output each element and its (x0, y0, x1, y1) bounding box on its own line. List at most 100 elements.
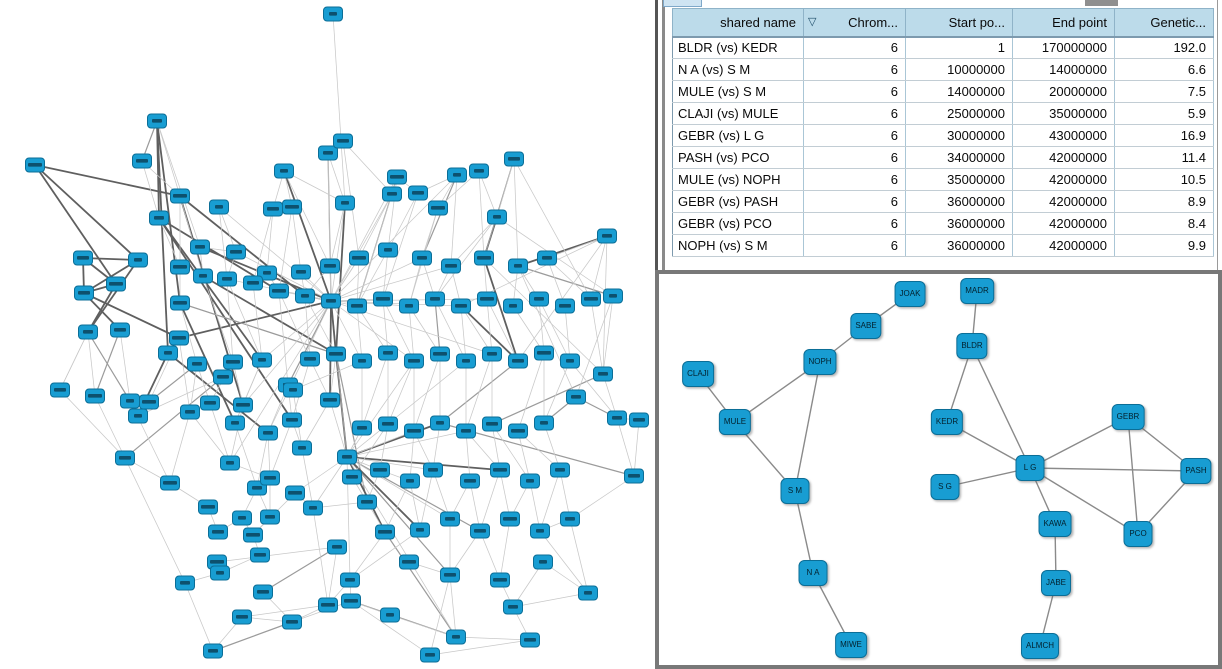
cell-value[interactable]: 6 (803, 212, 906, 235)
network-node[interactable] (282, 412, 302, 428)
node-MADR[interactable]: MADR (960, 278, 994, 304)
cell-value[interactable]: 14000000 (1012, 58, 1115, 81)
network-node[interactable] (321, 293, 341, 309)
cell-value[interactable]: 6 (803, 80, 906, 103)
network-node[interactable] (347, 298, 367, 314)
network-node[interactable] (378, 242, 398, 258)
network-node[interactable] (380, 607, 400, 623)
cell-value[interactable]: 43000000 (1012, 124, 1115, 147)
network-node[interactable] (263, 201, 283, 217)
network-node[interactable] (170, 295, 190, 311)
network-node[interactable] (187, 356, 207, 372)
network-node[interactable] (349, 250, 369, 266)
network-node[interactable] (482, 346, 502, 362)
network-node[interactable] (487, 209, 507, 225)
cell-shared-name[interactable]: MULE (vs) NOPH (672, 168, 804, 191)
node-L-G[interactable]: L G (1015, 455, 1045, 481)
cell-shared-name[interactable]: CLAJI (vs) MULE (672, 102, 804, 125)
network-node[interactable] (581, 291, 601, 307)
network-node[interactable] (210, 565, 230, 581)
network-node[interactable] (508, 423, 528, 439)
network-node[interactable] (490, 572, 510, 588)
filter-funnel-icon[interactable]: ▽ (808, 15, 817, 28)
network-node[interactable] (399, 554, 419, 570)
network-node[interactable] (428, 200, 448, 216)
table-row[interactable]: N A (vs) S M 6 10000000 14000000 6.6 (672, 58, 1214, 81)
node-N-A[interactable]: N A (798, 560, 828, 586)
network-node[interactable] (320, 392, 340, 408)
network-node[interactable] (303, 500, 323, 516)
cell-value[interactable]: 6 (803, 36, 906, 59)
network-node[interactable] (232, 609, 252, 625)
node-SABE[interactable]: SABE (850, 313, 882, 339)
network-node[interactable] (352, 353, 372, 369)
table-row[interactable]: PASH (vs) PCO 6 34000000 42000000 11.4 (672, 146, 1214, 169)
network-node[interactable] (370, 462, 390, 478)
subnetwork-panel[interactable]: JOAK MADR SABE NOPH BLDR CLAJI MULE KEDR GEBR L G… (655, 270, 1222, 669)
cell-value[interactable]: 42000000 (1012, 168, 1115, 191)
cell-value[interactable]: 20000000 (1012, 80, 1115, 103)
network-node[interactable] (508, 258, 528, 274)
network-node[interactable] (469, 163, 489, 179)
cell-value[interactable]: 42000000 (1012, 234, 1115, 257)
network-node[interactable] (597, 228, 617, 244)
node-PCO[interactable]: PCO (1123, 521, 1153, 547)
network-node[interactable] (25, 157, 45, 173)
column-header-2[interactable]: Start po... (905, 8, 1013, 38)
cell-value[interactable]: 6 (803, 102, 906, 125)
network-node[interactable] (180, 404, 200, 420)
network-node[interactable] (378, 416, 398, 432)
network-node[interactable] (333, 133, 353, 149)
cell-value[interactable]: 42000000 (1012, 212, 1115, 235)
network-node[interactable] (243, 527, 263, 543)
network-node[interactable] (198, 499, 218, 515)
network-node[interactable] (624, 468, 644, 484)
network-node[interactable] (607, 410, 627, 426)
network-node[interactable] (149, 210, 169, 226)
network-node[interactable] (500, 511, 520, 527)
node-MULE[interactable]: MULE (718, 409, 752, 435)
network-node[interactable] (404, 353, 424, 369)
network-node[interactable] (295, 288, 315, 304)
network-node[interactable] (520, 632, 540, 648)
network-node[interactable] (447, 167, 467, 183)
network-node[interactable] (440, 567, 460, 583)
column-header-3[interactable]: End point (1012, 8, 1115, 38)
cell-value[interactable]: 8.4 (1114, 212, 1214, 235)
cell-value[interactable]: 35000000 (905, 168, 1013, 191)
network-node[interactable] (477, 291, 497, 307)
cell-value[interactable]: 36000000 (905, 234, 1013, 257)
network-node[interactable] (158, 345, 178, 361)
network-node[interactable] (115, 450, 135, 466)
network-node[interactable] (375, 524, 395, 540)
network-node[interactable] (537, 250, 557, 266)
network-node[interactable] (529, 291, 549, 307)
network-node[interactable] (282, 199, 302, 215)
network-node[interactable] (252, 352, 272, 368)
cell-value[interactable]: 6 (803, 168, 906, 191)
network-node[interactable] (73, 250, 93, 266)
cell-value[interactable]: 36000000 (905, 212, 1013, 235)
table-row[interactable]: GEBR (vs) L G 6 30000000 43000000 16.9 (672, 124, 1214, 147)
cell-value[interactable]: 5.9 (1114, 102, 1214, 125)
network-node[interactable] (50, 382, 70, 398)
column-header-4[interactable]: Genetic... (1114, 8, 1214, 38)
network-node[interactable] (269, 283, 289, 299)
network-node[interactable] (423, 462, 443, 478)
cell-value[interactable]: 14000000 (905, 80, 1013, 103)
cell-shared-name[interactable]: NOPH (vs) S M (672, 234, 804, 257)
network-node[interactable] (352, 420, 372, 436)
network-node[interactable] (474, 250, 494, 266)
network-node[interactable] (160, 475, 180, 491)
network-node[interactable] (533, 554, 553, 570)
network-node[interactable] (420, 647, 440, 663)
network-node[interactable] (190, 239, 210, 255)
cell-value[interactable]: 42000000 (1012, 190, 1115, 213)
node-ALMCH[interactable]: ALMCH (1020, 633, 1060, 659)
network-node[interactable] (378, 345, 398, 361)
node-KAWA[interactable]: KAWA (1038, 511, 1072, 537)
network-node[interactable] (85, 388, 105, 404)
node-BLDR[interactable]: BLDR (956, 333, 988, 359)
network-node[interactable] (223, 354, 243, 370)
cell-value[interactable]: 6 (803, 234, 906, 257)
